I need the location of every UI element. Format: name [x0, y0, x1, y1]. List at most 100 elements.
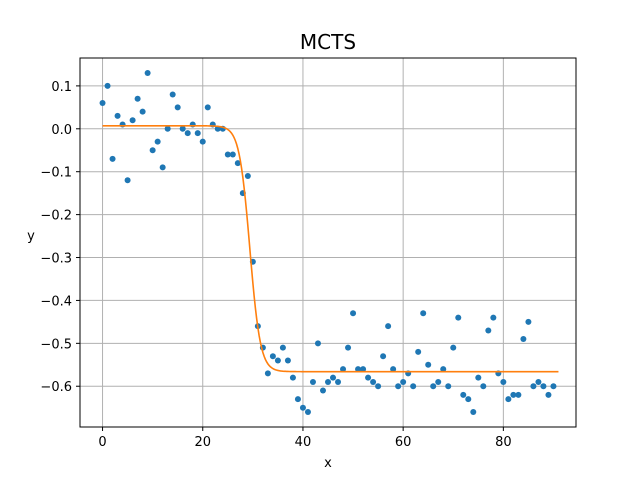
data-point [129, 117, 136, 124]
x-tick-label: 40 [295, 435, 312, 450]
data-point [390, 366, 397, 373]
data-point [224, 151, 231, 158]
data-point [385, 323, 392, 330]
data-point [144, 70, 151, 77]
data-point [445, 383, 452, 390]
data-point [234, 160, 241, 167]
data-point [169, 91, 176, 98]
x-tick-label: 0 [98, 435, 106, 450]
data-point [319, 387, 326, 394]
y-tick-label: 0.0 [51, 123, 72, 138]
x-tick-label: 60 [395, 435, 412, 450]
data-point [184, 130, 191, 137]
chart-title: MCTS [300, 30, 356, 54]
axes-frame [79, 57, 577, 428]
data-point [465, 396, 472, 403]
plot-area [99, 70, 559, 415]
data-point [400, 378, 407, 385]
data-point [154, 138, 161, 145]
data-point [199, 138, 206, 145]
data-point [545, 391, 552, 398]
data-point [420, 310, 427, 317]
data-point [360, 366, 367, 373]
data-point [370, 378, 377, 385]
data-point [355, 366, 362, 373]
data-point [269, 353, 276, 360]
data-point [375, 383, 382, 390]
data-point [425, 361, 432, 368]
data-point [450, 344, 457, 351]
data-point [279, 344, 286, 351]
x-tick-label: 20 [194, 435, 211, 450]
data-point [490, 314, 497, 321]
data-point [119, 121, 126, 128]
y-axis-label: y [27, 229, 35, 244]
data-point [325, 378, 331, 385]
y-tick-label: −0.3 [40, 252, 72, 267]
data-point [194, 130, 201, 137]
data-point [124, 177, 131, 184]
data-point [440, 366, 447, 373]
data-point [134, 95, 141, 102]
fit-curve [102, 124, 559, 373]
data-point [264, 370, 271, 377]
data-point [109, 155, 116, 162]
data-point [274, 357, 281, 364]
y-tick-label: −0.6 [40, 380, 72, 395]
data-point [350, 310, 357, 317]
y-tick-label: −0.4 [40, 294, 72, 309]
data-point [304, 408, 311, 415]
data-point [415, 348, 422, 355]
data-point [435, 378, 442, 385]
y-tick-label: −0.5 [40, 337, 72, 352]
data-point [430, 383, 437, 390]
data-point [470, 408, 477, 415]
data-point [139, 108, 146, 115]
data-point [525, 318, 532, 325]
data-point [510, 391, 517, 398]
x-axis: 0 20 40 60 80 [98, 427, 512, 450]
data-point [179, 125, 186, 132]
data-point [149, 147, 156, 154]
y-tick-label: −0.2 [40, 209, 72, 224]
data-point [535, 378, 542, 385]
data-point [204, 104, 211, 111]
data-point [330, 374, 337, 381]
data-point [345, 344, 352, 351]
data-point [99, 100, 106, 107]
data-point [284, 357, 291, 364]
data-point [550, 383, 557, 390]
data-point [340, 366, 347, 373]
data-point [174, 104, 181, 111]
data-point [189, 121, 196, 128]
data-point [164, 125, 171, 132]
data-point [294, 396, 301, 403]
data-point [244, 172, 251, 179]
data-point [289, 374, 296, 381]
data-point [500, 378, 507, 385]
data-point [229, 151, 236, 158]
data-point [309, 378, 316, 385]
data-point [335, 378, 342, 385]
data-point [395, 383, 402, 390]
data-point [455, 314, 462, 321]
data-point [505, 396, 512, 403]
data-point [314, 340, 321, 347]
data-point [410, 383, 417, 390]
data-point [475, 374, 482, 381]
data-point [104, 82, 111, 89]
grid [80, 58, 576, 427]
data-point [159, 164, 166, 171]
data-point [114, 112, 121, 119]
data-point [380, 353, 387, 360]
data-point [480, 383, 487, 390]
data-point [530, 383, 537, 390]
y-axis: 0.1 0.0 −0.1 −0.2 −0.3 −0.4 −0.5 −0.6 [40, 80, 80, 395]
x-tick-label: 80 [495, 435, 512, 450]
data-point [540, 383, 547, 390]
data-point [515, 391, 522, 398]
data-point [299, 404, 306, 411]
y-tick-label: −0.1 [40, 166, 72, 181]
data-point [520, 336, 527, 343]
